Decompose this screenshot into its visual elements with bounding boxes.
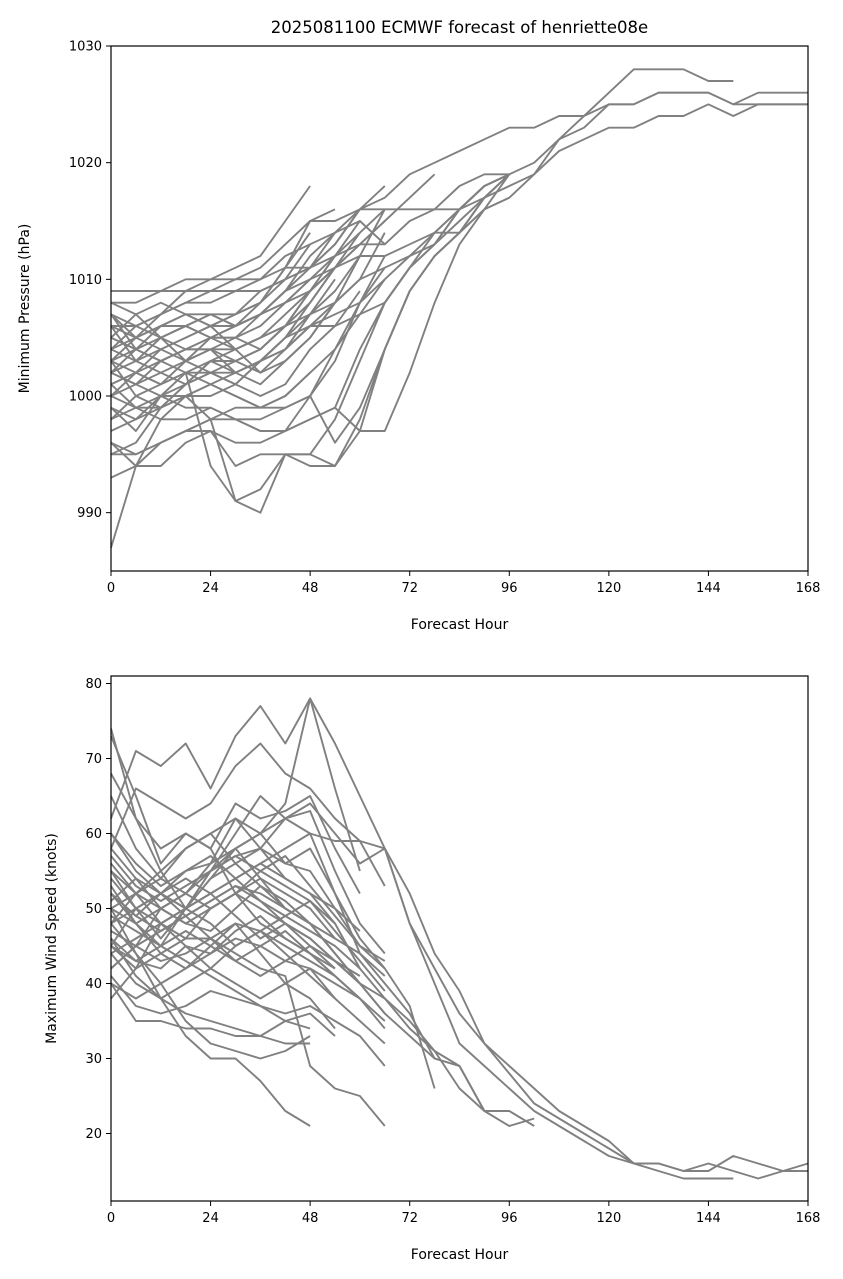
wind-chart: 0 24 48 72 96 120 144 168 20 30 40 50 60 70 80 Foreca… bbox=[44, 675, 821, 1263]
wind-member-line-26 bbox=[110, 742, 386, 887]
wind-x-tick-label: 24 bbox=[202, 1211, 219, 1226]
chart-title: 2025081100 ECMWF forecast of henriette08… bbox=[271, 18, 648, 37]
wind-x-axis-label: Forecast Hour bbox=[411, 1247, 509, 1263]
pressure-x-ticks: 0 24 48 72 96 120 144 168 bbox=[107, 571, 821, 596]
wind-x-tick-label: 96 bbox=[501, 1211, 518, 1226]
wind-ensemble-lines bbox=[110, 697, 809, 1180]
wind-y-tick-label: 70 bbox=[85, 752, 102, 767]
wind-member-line-1 bbox=[110, 697, 808, 1172]
wind-member-line-11 bbox=[110, 870, 386, 1015]
pressure-y-ticks: 990 1000 1010 1020 1030 bbox=[69, 40, 111, 521]
wind-member-line-25 bbox=[110, 697, 361, 872]
wind-x-tick-label: 48 bbox=[302, 1211, 319, 1226]
pressure-member-line-36 bbox=[110, 208, 361, 339]
wind-y-tick-label: 50 bbox=[85, 902, 102, 917]
wind-member-line-29 bbox=[110, 915, 336, 977]
wind-x-tick-label: 120 bbox=[596, 1211, 621, 1226]
wind-y-tick-label: 60 bbox=[85, 827, 102, 842]
wind-y-tick-label: 80 bbox=[85, 677, 102, 692]
pressure-member-line-22 bbox=[110, 173, 510, 514]
pressure-ensemble-lines bbox=[110, 68, 808, 548]
pressure-x-tick-label: 0 bbox=[107, 581, 115, 596]
pressure-y-tick-label: 990 bbox=[77, 506, 102, 521]
wind-x-tick-label: 144 bbox=[696, 1211, 721, 1226]
wind-member-line-39 bbox=[110, 930, 361, 977]
pressure-axes-frame bbox=[110, 45, 809, 572]
wind-axes-frame bbox=[110, 675, 809, 1202]
pressure-chart: 2025081100 ECMWF forecast of henriette08… bbox=[17, 18, 820, 633]
wind-member-line-37 bbox=[110, 915, 336, 1037]
pressure-x-tick-label: 24 bbox=[202, 581, 219, 596]
pressure-y-tick-label: 1000 bbox=[69, 390, 102, 405]
pressure-y-tick-label: 1020 bbox=[69, 156, 102, 171]
wind-y-axis-label: Maximum Wind Speed (knots) bbox=[44, 833, 60, 1044]
pressure-member-line-37 bbox=[110, 371, 311, 420]
pressure-x-tick-label: 96 bbox=[501, 581, 518, 596]
wind-y-ticks: 20 30 40 50 60 70 80 bbox=[85, 677, 111, 1142]
pressure-member-line-39 bbox=[111, 243, 311, 327]
wind-y-tick-label: 30 bbox=[85, 1052, 102, 1067]
pressure-x-tick-label: 48 bbox=[302, 581, 319, 596]
pressure-x-tick-label: 168 bbox=[796, 581, 821, 596]
pressure-x-tick-label: 144 bbox=[696, 581, 721, 596]
wind-y-tick-label: 40 bbox=[85, 977, 102, 992]
pressure-x-tick-label: 120 bbox=[596, 581, 621, 596]
wind-member-line-28 bbox=[110, 847, 336, 940]
pressure-member-line-16 bbox=[111, 267, 386, 456]
wind-member-line-23 bbox=[110, 908, 311, 1037]
wind-member-line-36 bbox=[110, 885, 361, 970]
pressure-member-line-17 bbox=[110, 278, 386, 479]
wind-member-line-22 bbox=[110, 937, 311, 1127]
pressure-member-line-23 bbox=[110, 173, 510, 467]
wind-member-line-21 bbox=[110, 937, 386, 1127]
wind-member-line-31 bbox=[110, 877, 336, 970]
wind-member-line-27 bbox=[110, 773, 361, 894]
wind-x-tick-label: 72 bbox=[401, 1211, 418, 1226]
wind-member-line-17 bbox=[110, 975, 386, 1067]
wind-member-line-38 bbox=[110, 855, 336, 925]
pressure-member-line-2 bbox=[111, 91, 808, 304]
pressure-member-line-32 bbox=[110, 278, 336, 386]
wind-member-line-40 bbox=[110, 862, 361, 932]
pressure-member-line-38 bbox=[110, 278, 311, 374]
wind-x-tick-label: 168 bbox=[796, 1211, 821, 1226]
pressure-x-tick-label: 72 bbox=[401, 581, 418, 596]
wind-x-ticks: 0 24 48 72 96 120 144 168 bbox=[107, 1201, 821, 1226]
wind-member-line-5 bbox=[110, 847, 535, 1127]
wind-member-line-33 bbox=[110, 922, 336, 1000]
wind-member-line-10 bbox=[110, 795, 386, 970]
wind-member-line-12 bbox=[110, 937, 386, 1030]
pressure-y-tick-label: 1010 bbox=[69, 273, 102, 288]
wind-member-line-16 bbox=[110, 795, 386, 962]
pressure-member-line-40 bbox=[110, 220, 361, 374]
pressure-y-tick-label: 1030 bbox=[69, 40, 102, 55]
wind-x-tick-label: 0 bbox=[107, 1211, 115, 1226]
pressure-member-line-4 bbox=[110, 68, 734, 374]
wind-member-line-19 bbox=[110, 982, 311, 1045]
pressure-y-axis-label: Minimum Pressure (hPa) bbox=[17, 224, 33, 394]
wind-y-tick-label: 20 bbox=[85, 1127, 102, 1142]
pressure-x-axis-label: Forecast Hour bbox=[411, 617, 509, 633]
pressure-member-line-33 bbox=[110, 290, 361, 456]
